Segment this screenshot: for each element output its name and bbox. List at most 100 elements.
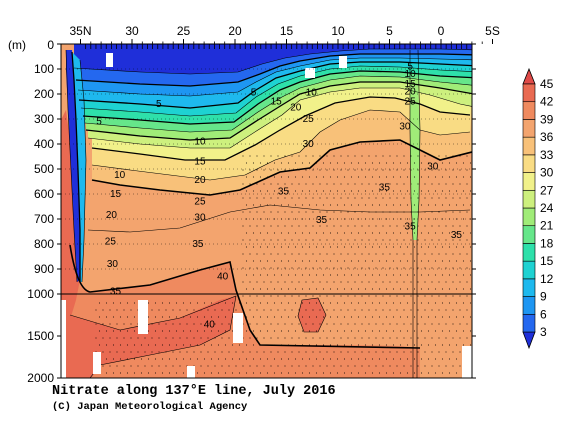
stipple-dot [343,288,346,290]
stipple-dot [413,358,416,360]
stipple-dot [224,358,227,360]
stipple-dot [427,358,430,360]
stipple-dot [165,309,167,311]
stipple-dot [305,169,307,171]
stipple-dot [466,155,468,157]
stipple-dot [147,316,150,318]
stipple-dot [333,281,335,283]
stipple-dot [441,372,444,374]
stipple-dot [294,190,297,192]
stipple-dot [329,372,332,374]
stipple-dot [371,260,374,262]
stipple-dot [315,176,318,178]
stipple-dot [417,267,419,269]
stipple-dot [385,358,388,360]
stipple-dot [410,337,412,339]
stipple-dot [130,323,132,325]
stipple-dot [263,323,265,325]
stipple-dot [448,232,451,234]
stipple-dot [298,337,300,339]
stipple-dot [469,330,472,332]
stipple-dot [333,183,335,185]
stipple-dot [357,190,360,192]
stipple-dot [350,260,353,262]
stipple-dot [305,309,307,311]
stipple-dot [452,239,454,241]
stipple-dot [238,358,241,360]
stipple-dot [420,316,423,318]
stipple-dot [392,372,395,374]
stipple-dot [368,253,370,255]
stipple-dot [326,365,328,367]
stipple-dot [326,295,328,297]
stipple-dot [413,288,416,290]
stipple-dot [452,267,454,269]
stipple-dot [326,309,328,311]
colorbar-label: 33 [540,148,554,162]
stipple-dot [441,330,444,332]
stipple-dot [392,232,395,234]
stipple-dot [137,337,139,339]
stipple-dot [382,225,384,227]
stipple-dot [389,281,391,283]
stipple-dot [448,260,451,262]
stipple-dot [459,365,461,367]
stipple-dot [389,155,391,157]
stipple-dot [326,239,328,241]
stipple-dot [266,218,269,220]
stipple-dot [280,302,283,304]
stipple-dot [249,169,251,171]
stipple-dot [165,351,167,353]
stipple-dot [424,365,426,367]
colorbar-segment [522,154,536,173]
stipple-dot [452,197,454,199]
stipple-dot [343,176,346,178]
stipple-dot [266,162,269,164]
stipple-dot [245,302,248,304]
stipple-dot [375,351,377,353]
stipple-dot [361,253,363,255]
stipple-dot [245,162,248,164]
stipple-dot [441,162,444,164]
contour-label: 30 [427,161,439,172]
stipple-dot [112,316,115,318]
stipple-dot [305,253,307,255]
stipple-dot [238,372,241,374]
stipple-dot [277,225,279,227]
colorbar-label: 21 [540,219,554,233]
stipple-dot [287,190,290,192]
stipple-dot [466,169,468,171]
stipple-dot [399,246,402,248]
stipple-dot [154,372,157,374]
stipple-dot [448,302,451,304]
stipple-dot [452,295,454,297]
contour-label: 20 [194,175,206,186]
stipple-dot [417,281,419,283]
y-axis-unit: (m) [8,38,26,52]
stipple-dot [256,183,258,185]
stipple-dot [231,316,234,318]
stipple-dot [455,232,458,234]
stipple-dot [431,211,433,213]
stipple-dot [280,260,283,262]
stipple-dot [368,239,370,241]
stipple-dot [434,162,437,164]
stipple-dot [312,267,314,269]
stipple-dot [189,302,192,304]
stipple-dot [459,225,461,227]
contour-label: 25 [405,96,417,107]
stipple-dot [371,190,374,192]
stipple-dot [322,288,325,290]
stipple-dot [168,344,171,346]
stipple-dot [238,302,241,304]
stipple-dot [203,316,206,318]
stipple-dot [252,204,255,206]
stipple-dot [326,281,328,283]
stipple-dot [280,274,283,276]
stipple-dot [126,302,129,304]
stipple-dot [417,253,419,255]
stipple-dot [315,190,318,192]
stipple-dot [308,316,311,318]
stipple-dot [119,344,122,346]
stipple-dot [378,232,381,234]
